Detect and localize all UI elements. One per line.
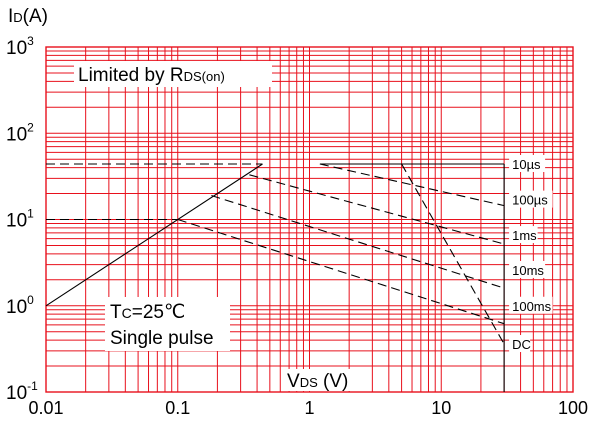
x-tick-label: 0.01 — [28, 398, 63, 418]
series-labels: 10µs 100µs 1ms 10ms 100ms DC — [509, 155, 553, 353]
y-tick-label: 102 — [6, 120, 34, 145]
series-line — [401, 163, 505, 345]
condition-pulse: Single pulse — [110, 328, 214, 349]
series-label: 10µs — [512, 157, 541, 172]
series-label: 1ms — [512, 228, 537, 243]
series-label-bg — [509, 190, 553, 208]
rds-limit-line — [45, 163, 263, 307]
series-line — [249, 174, 505, 245]
rds-limit-label-box: Limited by RDS(on) — [74, 61, 272, 87]
condition-annotation: TC=25℃ Single pulse — [105, 297, 230, 351]
series-line — [319, 163, 505, 207]
x-tick-label: 0.1 — [165, 398, 190, 418]
series-label-bg — [509, 155, 546, 173]
x-tick-label: 1 — [304, 398, 314, 418]
series-label-bg — [509, 226, 538, 244]
series-line — [177, 218, 505, 325]
curves — [45, 163, 505, 392]
x-axis-label-box: VDS (V) — [283, 369, 359, 392]
y-tick-label: 101 — [6, 207, 34, 232]
x-tick-label: 10 — [431, 398, 451, 418]
x-tick-label: 100 — [558, 398, 588, 418]
y-tick-label: 10-1 — [6, 379, 38, 404]
tick-labels: 0.01 0.1 1 10 100 103 102 101 100 10-1 — [6, 34, 588, 418]
grid — [45, 46, 574, 393]
y-tick-label: 100 — [6, 293, 34, 318]
series-line — [211, 194, 505, 289]
series-label-bg — [509, 260, 546, 278]
y-tick-label: 103 — [6, 34, 34, 59]
condition-temperature: TC=25℃ — [110, 302, 185, 323]
y-axis-label: ID(A) — [8, 6, 48, 27]
series-label-bg — [509, 335, 531, 353]
rds-limit-label: Limited by RDS(on) — [78, 65, 225, 86]
series-label: DC — [512, 337, 531, 352]
series-label: 100µs — [512, 193, 548, 208]
series-label: 100ms — [512, 299, 552, 314]
series-label-bg — [509, 296, 553, 314]
x-axis-label: VDS (V) — [287, 371, 348, 392]
series-label: 10ms — [512, 263, 544, 278]
